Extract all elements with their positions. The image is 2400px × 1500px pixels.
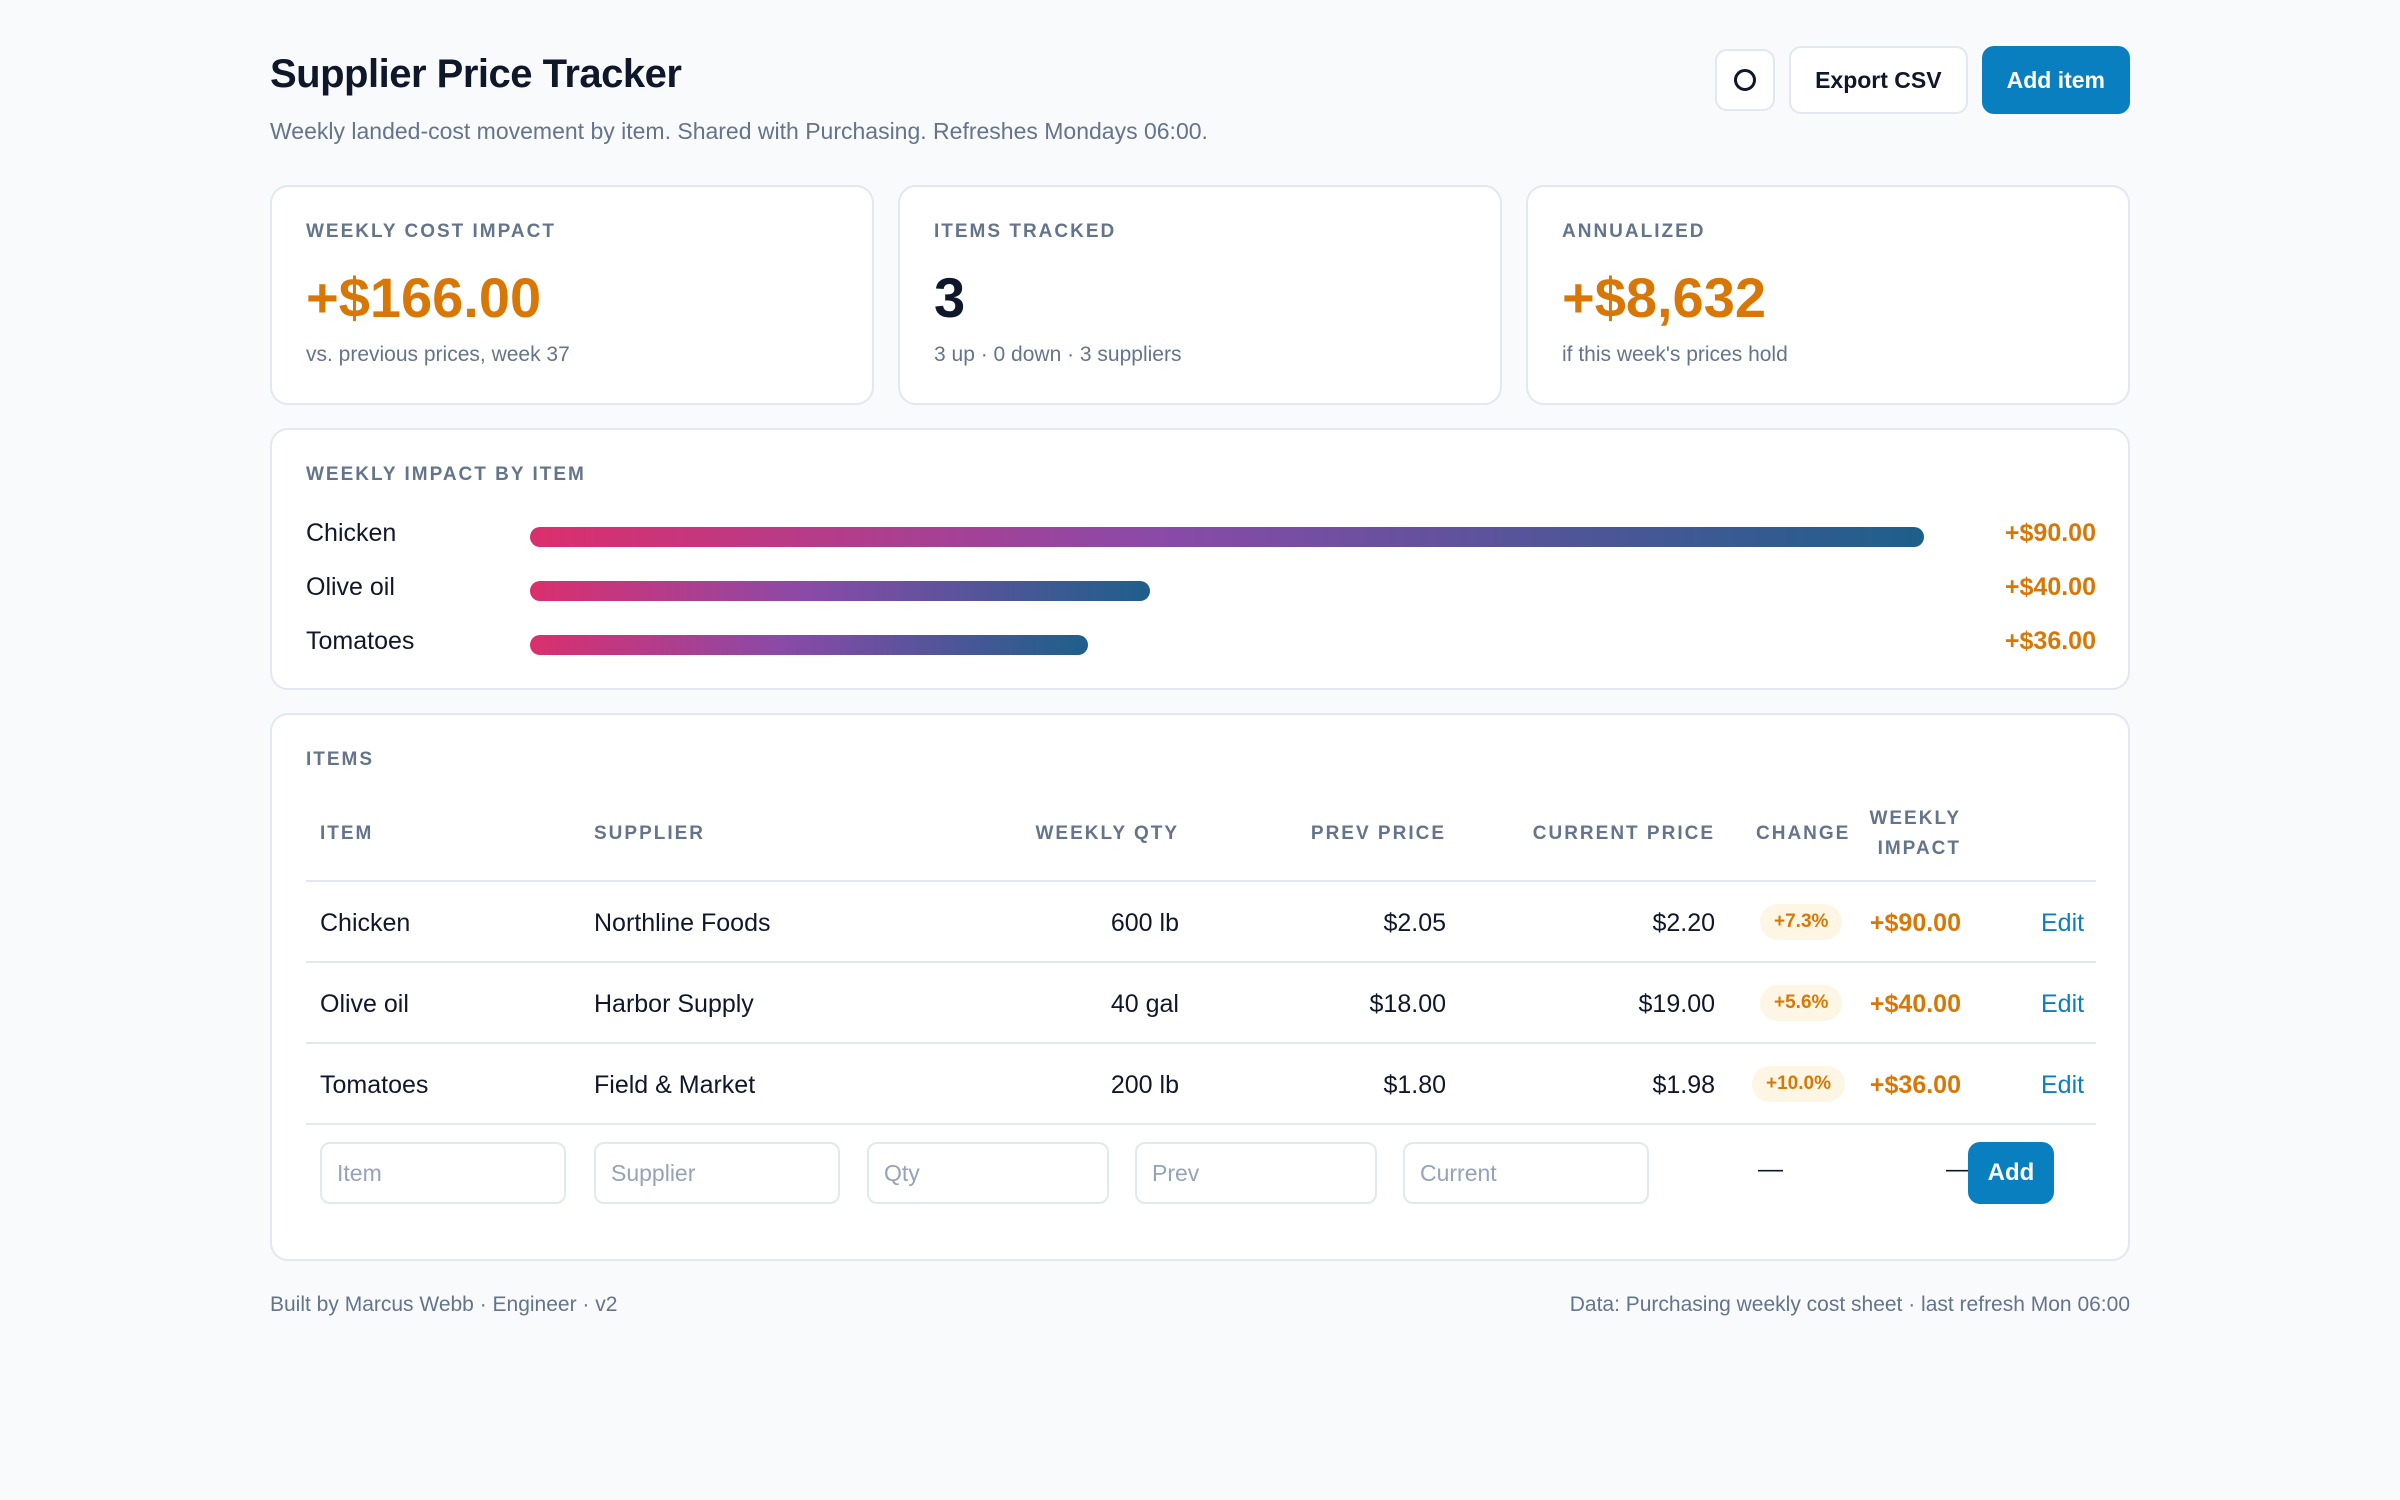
- page: Supplier Price Tracker Weekly landed-cos…: [270, 0, 2130, 1316]
- stat-subtext: 3 up · 0 down · 3 suppliers: [934, 343, 1182, 366]
- section-label: ITEMS: [306, 749, 375, 770]
- circle-icon: [1734, 69, 1757, 91]
- cell-current-price: $2.20: [1652, 909, 1715, 937]
- cell-weekly-qty: 600 lb: [1110, 909, 1179, 937]
- cell-item: Olive oil: [320, 990, 409, 1018]
- new-item-row: — — Add: [306, 1123, 2096, 1223]
- stat-value: +$8,632: [1562, 266, 1766, 329]
- cell-weekly-impact: +$36.00: [1869, 1071, 1961, 1099]
- edit-link[interactable]: Edit: [2041, 1071, 2085, 1099]
- qty-input[interactable]: [867, 1142, 1109, 1204]
- cell-weekly-qty: 200 lb: [1110, 1071, 1179, 1099]
- cell-prev-price: $2.05: [1383, 909, 1446, 937]
- column-header-weekly-impact-line2: IMPACT: [1877, 838, 1961, 859]
- cell-supplier: Harbor Supply: [594, 990, 754, 1018]
- cell-weekly-qty: 40 gal: [1110, 990, 1179, 1018]
- header-actions: Export CSV Add item: [1715, 46, 2130, 114]
- current-price-input[interactable]: [1403, 1142, 1649, 1204]
- stat-label: ANNUALIZED: [1562, 221, 1706, 242]
- add-item-button[interactable]: Add item: [1981, 46, 2130, 114]
- stat-card-weekly-impact: WEEKLY COST IMPACT +$166.00 vs. previous…: [270, 185, 874, 405]
- impact-track: [530, 581, 1924, 601]
- stat-subtext: if this week's prices hold: [1562, 343, 1788, 366]
- page-subtitle: Weekly landed-cost movement by item. Sha…: [270, 118, 1208, 144]
- edit-link[interactable]: Edit: [2041, 909, 2085, 937]
- items-card: ITEMS ITEM SUPPLIER WEEKLY QTY PREV PRIC…: [270, 713, 2130, 1261]
- impact-placeholder-dash: —: [1946, 1155, 1971, 1183]
- impact-value: +$36.00: [2004, 627, 2096, 655]
- impact-row: Olive oil +$40.00: [306, 569, 2096, 609]
- impact-item-name: Olive oil: [306, 573, 395, 601]
- stat-label: ITEMS TRACKED: [934, 221, 1117, 242]
- cell-supplier: Northline Foods: [594, 909, 771, 937]
- impact-bar: [530, 635, 1088, 655]
- column-header-prev-price: PREV PRICE: [1310, 823, 1446, 844]
- impact-item-name: Tomatoes: [306, 627, 415, 655]
- impact-item-name: Chicken: [306, 519, 397, 547]
- impact-bar: [530, 527, 1924, 547]
- cell-supplier: Field & Market: [594, 1071, 756, 1099]
- export-csv-button[interactable]: Export CSV: [1789, 46, 1968, 114]
- refresh-button[interactable]: [1715, 49, 1776, 111]
- stat-label: WEEKLY COST IMPACT: [306, 221, 556, 242]
- footer-data-source: Data: Purchasing weekly cost sheet · las…: [1569, 1293, 2130, 1316]
- table-row: Tomatoes Field & Market 200 lb $1.80 $1.…: [306, 1042, 2096, 1123]
- cell-item: Chicken: [320, 909, 411, 937]
- column-header-weekly-qty: WEEKLY QTY: [1035, 823, 1179, 844]
- impact-row: Tomatoes +$36.00: [306, 623, 2096, 663]
- stat-value: 3: [934, 266, 966, 329]
- item-input[interactable]: [320, 1142, 566, 1204]
- impact-bar: [530, 581, 1150, 601]
- column-header-weekly-impact-line1: WEEKLY: [1869, 808, 1961, 829]
- impact-row: Chicken +$90.00: [306, 515, 2096, 555]
- cell-item: Tomatoes: [320, 1071, 429, 1099]
- prev-price-input[interactable]: [1135, 1142, 1377, 1204]
- table-row: Chicken Northline Foods 600 lb $2.05 $2.…: [306, 880, 2096, 961]
- column-header-change: CHANGE: [1756, 823, 1851, 844]
- add-row-button[interactable]: Add: [1968, 1142, 2054, 1204]
- table-row: Olive oil Harbor Supply 40 gal $18.00 $1…: [306, 961, 2096, 1042]
- impact-by-item-card: WEEKLY IMPACT BY ITEM Chicken +$90.00 Ol…: [270, 428, 2130, 690]
- impact-value: +$40.00: [2004, 573, 2096, 601]
- change-badge: +7.3%: [1760, 904, 1843, 940]
- cell-current-price: $19.00: [1638, 990, 1715, 1018]
- cell-prev-price: $18.00: [1369, 990, 1446, 1018]
- cell-current-price: $1.98: [1652, 1071, 1715, 1099]
- impact-track: [530, 527, 1924, 547]
- stat-cards: WEEKLY COST IMPACT +$166.00 vs. previous…: [270, 185, 2130, 405]
- supplier-input[interactable]: [594, 1142, 840, 1204]
- cell-prev-price: $1.80: [1383, 1071, 1446, 1099]
- edit-link[interactable]: Edit: [2041, 990, 2085, 1018]
- change-placeholder-dash: —: [1758, 1155, 1783, 1183]
- cell-weekly-impact: +$40.00: [1869, 990, 1961, 1018]
- stat-card-annualized: ANNUALIZED +$8,632 if this week's prices…: [1526, 185, 2130, 405]
- column-header-item: ITEM: [320, 823, 374, 844]
- column-header-supplier: SUPPLIER: [594, 823, 706, 844]
- header: Supplier Price Tracker Weekly landed-cos…: [270, 0, 2130, 170]
- stat-value: +$166.00: [306, 266, 542, 329]
- stat-subtext: vs. previous prices, week 37: [306, 343, 570, 366]
- page-title: Supplier Price Tracker: [270, 52, 682, 96]
- column-header-current-price: CURRENT PRICE: [1532, 823, 1715, 844]
- cell-weekly-impact: +$90.00: [1869, 909, 1961, 937]
- impact-value: +$90.00: [2004, 519, 2096, 547]
- change-badge: +5.6%: [1760, 985, 1843, 1021]
- change-badge: +10.0%: [1752, 1066, 1845, 1102]
- section-label: WEEKLY IMPACT BY ITEM: [306, 464, 586, 485]
- impact-track: [530, 635, 1924, 655]
- footer-credit: Built by Marcus Webb · Engineer · v2: [270, 1293, 618, 1316]
- stat-card-items-tracked: ITEMS TRACKED 3 3 up · 0 down · 3 suppli…: [898, 185, 1502, 405]
